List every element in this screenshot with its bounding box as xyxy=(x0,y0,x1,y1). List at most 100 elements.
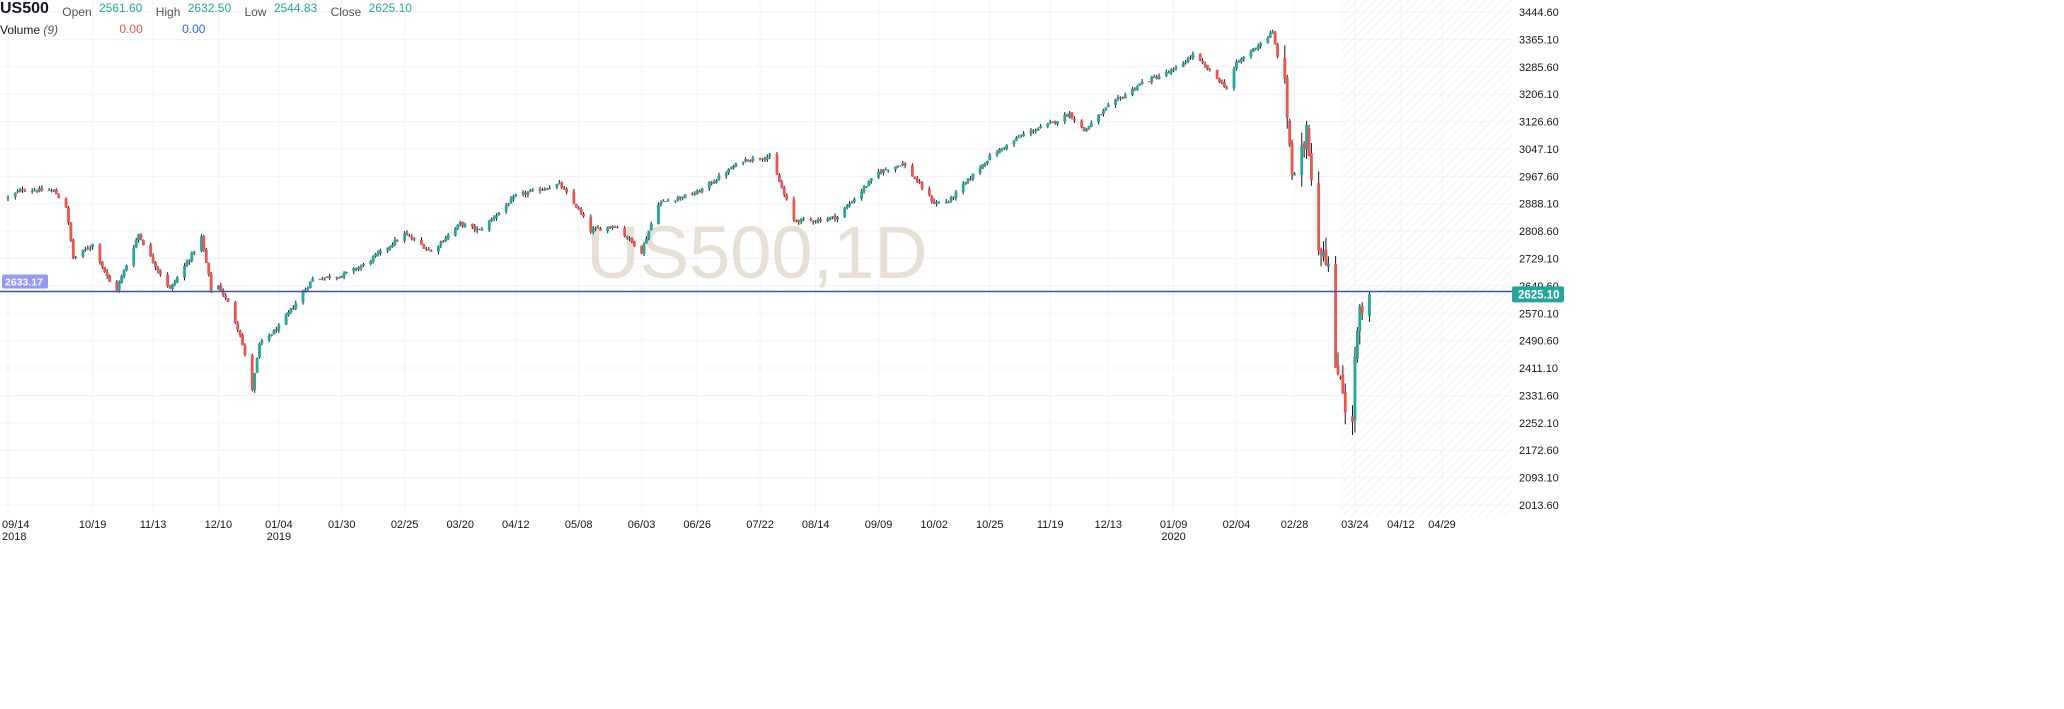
time-tick-label: 03/24 xyxy=(1341,519,1369,531)
price-axis[interactable]: 3444.60 3365.10 3285.60 3206.10 3126.60 3047.… xyxy=(1519,7,1559,512)
crosshair-price-label: 2633.17 xyxy=(5,277,43,289)
candle xyxy=(526,191,530,198)
candle-body xyxy=(386,247,390,251)
candle xyxy=(405,230,409,236)
candle-body xyxy=(1341,374,1345,394)
candle xyxy=(183,263,186,281)
candle-body xyxy=(470,224,474,227)
candle-body xyxy=(376,252,380,254)
candle-body xyxy=(200,236,203,251)
candle-body xyxy=(1339,377,1342,379)
candle xyxy=(1051,121,1055,123)
candle xyxy=(395,239,399,242)
candle-body xyxy=(287,312,290,315)
candle-body xyxy=(1283,57,1287,80)
price-tick-label: 2490.60 xyxy=(1519,336,1559,348)
candle-body xyxy=(1019,135,1023,137)
candle-body xyxy=(879,171,883,173)
candle xyxy=(253,372,257,393)
candle xyxy=(490,217,494,222)
candle-body xyxy=(226,298,230,302)
candle xyxy=(260,338,264,346)
candle xyxy=(836,215,839,223)
candle-body xyxy=(1322,251,1325,257)
candle-body xyxy=(108,275,111,282)
candle-body xyxy=(253,373,257,390)
candle-body xyxy=(526,192,530,195)
candle xyxy=(1114,98,1117,108)
candle-body xyxy=(1174,67,1178,69)
time-tick-label: 10/19 xyxy=(79,519,107,531)
price-tick-label: 2808.60 xyxy=(1519,226,1559,238)
time-tick-label: 04/12 xyxy=(502,519,530,531)
candle xyxy=(1087,125,1091,130)
candle-body xyxy=(1268,33,1272,38)
candle xyxy=(1029,128,1033,137)
candle-body xyxy=(969,178,972,180)
candle xyxy=(799,218,803,225)
candle xyxy=(1014,135,1018,141)
candle xyxy=(828,216,832,221)
candle xyxy=(255,357,259,374)
candle-body xyxy=(47,190,51,192)
candle xyxy=(272,328,276,335)
candle xyxy=(437,245,440,255)
candle-body xyxy=(507,204,510,206)
candle xyxy=(632,240,636,247)
candle xyxy=(1203,61,1207,68)
candle xyxy=(707,181,711,191)
candle-body xyxy=(190,252,194,262)
candle-body xyxy=(1046,123,1050,127)
price-tick-label: 2570.10 xyxy=(1519,308,1559,320)
candle-body xyxy=(260,340,264,344)
candle xyxy=(376,250,380,257)
candle-body xyxy=(850,202,854,204)
candle-body xyxy=(1169,70,1173,74)
candle-body xyxy=(1014,137,1018,141)
candle xyxy=(555,183,559,190)
candle-body xyxy=(920,182,924,189)
candle-body xyxy=(775,154,779,175)
candle-body xyxy=(233,302,237,323)
candle-body xyxy=(952,196,955,198)
volume-label[interactable]: Volume xyxy=(0,23,41,37)
candle xyxy=(865,185,868,189)
candle xyxy=(190,251,194,263)
price-tick-label: 3047.10 xyxy=(1519,144,1559,156)
candle-body xyxy=(881,169,885,173)
candle-body xyxy=(1259,42,1263,47)
candle-body xyxy=(867,180,871,187)
candle xyxy=(461,221,465,228)
candle xyxy=(1070,112,1074,120)
candle-body xyxy=(1191,53,1195,58)
candle-body xyxy=(1080,120,1084,128)
candle xyxy=(811,220,815,225)
candle xyxy=(388,245,392,251)
candle xyxy=(903,162,907,169)
candle-body xyxy=(318,278,322,280)
candle-body xyxy=(345,271,348,274)
candle xyxy=(565,187,569,195)
candle xyxy=(1104,107,1108,111)
symbol-name[interactable]: US500 xyxy=(0,0,49,17)
candle xyxy=(1239,57,1243,64)
candle-body xyxy=(16,191,20,193)
candle-body xyxy=(514,194,518,197)
candle-body xyxy=(83,248,87,250)
candle-body xyxy=(545,189,549,191)
candle xyxy=(1324,237,1328,266)
candle-body xyxy=(524,192,527,195)
candle xyxy=(514,193,518,198)
candle xyxy=(270,334,273,337)
candle xyxy=(1251,48,1255,52)
candle-body xyxy=(664,200,668,202)
time-tick-label: 08/14 xyxy=(802,519,830,531)
candle-body xyxy=(98,244,102,263)
candle xyxy=(524,190,527,198)
candle-body xyxy=(311,278,315,282)
candle xyxy=(91,243,95,250)
price-tick-label: 2967.60 xyxy=(1519,171,1559,183)
candle-body xyxy=(843,208,847,217)
